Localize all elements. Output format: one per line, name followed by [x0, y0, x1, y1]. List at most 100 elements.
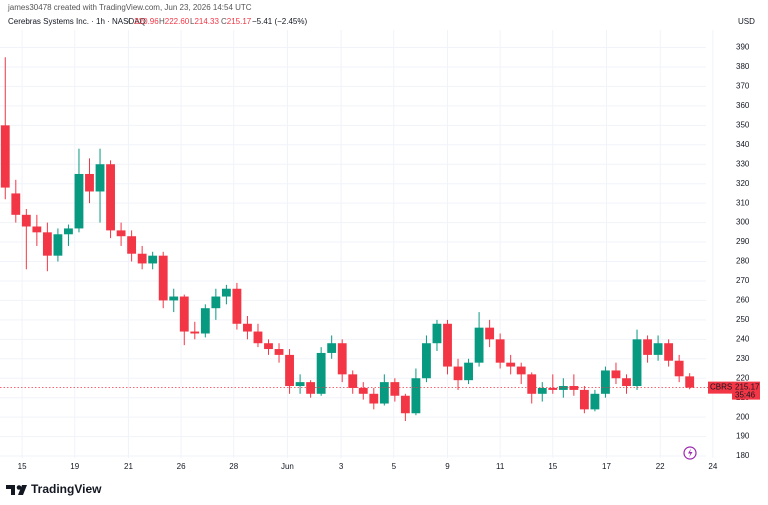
- candle-body: [685, 376, 695, 388]
- brand-logo: TradingView: [6, 482, 102, 496]
- ohlc-value: 220.96: [134, 17, 159, 26]
- price-tag-bg: [732, 381, 760, 400]
- price-tag: 215.17: [735, 383, 760, 392]
- candle-body: [379, 382, 389, 404]
- y-tick-label: 230: [736, 354, 750, 363]
- ohlc-value: 214.33: [194, 17, 219, 26]
- candle-body: [221, 288, 231, 297]
- countdown: 35:46: [735, 391, 756, 400]
- x-tick-label: Jun: [281, 462, 294, 471]
- candle-body: [527, 374, 537, 394]
- candle-body: [664, 343, 674, 361]
- x-tick-label: 26: [177, 462, 186, 471]
- candle-body: [158, 255, 168, 301]
- candle-body: [148, 255, 158, 264]
- ohlc-key: H: [159, 17, 165, 26]
- ohlc-value: 222.60: [165, 17, 190, 26]
- y-tick-label: 240: [736, 334, 750, 343]
- y-tick-label: 250: [736, 315, 750, 324]
- y-tick-label: 330: [736, 159, 750, 168]
- y-tick-label: 340: [736, 140, 750, 149]
- y-tick-label: 370: [736, 82, 750, 91]
- candle-body: [179, 296, 189, 332]
- y-tick-label: 270: [736, 276, 750, 285]
- candle-body: [601, 370, 610, 394]
- y-tick-label: 360: [736, 101, 750, 110]
- candle-body: [306, 382, 316, 394]
- x-tick-label: 17: [602, 462, 611, 471]
- candle-body: [264, 343, 273, 350]
- candle-body: [432, 323, 442, 344]
- candle-body: [590, 393, 600, 410]
- candle-body: [127, 236, 137, 254]
- candle-body: [537, 387, 547, 394]
- candle-body: [674, 360, 684, 377]
- candle-body: [106, 164, 115, 231]
- candle-body: [453, 366, 463, 381]
- candle-body: [622, 378, 631, 387]
- ohlc-key: L: [190, 17, 195, 26]
- x-tick-label: 28: [229, 462, 238, 471]
- candle-body: [169, 296, 179, 301]
- x-tick-label: 22: [656, 462, 665, 471]
- ohlc-item: H222.60: [159, 17, 190, 26]
- symbol-tag-bg: [708, 381, 732, 394]
- candle-body: [190, 331, 200, 334]
- candle-body: [495, 339, 505, 363]
- candle-body: [358, 387, 368, 394]
- candle-body: [411, 378, 421, 414]
- candle-body: [285, 354, 294, 387]
- x-tick-label: 21: [124, 462, 133, 471]
- y-tick-label: 200: [736, 412, 750, 421]
- candle-body: [53, 234, 63, 256]
- candle-body: [348, 374, 358, 388]
- candle-body: [611, 370, 621, 379]
- candle-body: [558, 386, 568, 390]
- candle-body: [548, 387, 558, 390]
- candle-body: [316, 352, 326, 394]
- candle-body: [64, 228, 73, 235]
- candle-body: [32, 226, 42, 233]
- candle-body: [253, 331, 263, 344]
- y-tick-label: 190: [736, 432, 750, 441]
- candle-body: [369, 393, 379, 404]
- candle-body: [506, 362, 516, 367]
- candle-body: [295, 382, 305, 387]
- y-tick-label: 280: [736, 257, 750, 266]
- ohlc-key: O: [128, 17, 134, 26]
- candle-body: [653, 343, 663, 355]
- candle-body: [464, 362, 473, 381]
- brand-name: TradingView: [31, 482, 102, 496]
- y-tick-label: 300: [736, 218, 750, 227]
- candle-body: [485, 327, 495, 340]
- change: −5.41 (−2.45%): [252, 17, 307, 26]
- candle-body: [74, 173, 84, 229]
- ohlc-item: L214.33: [190, 17, 219, 26]
- ohlc-legend: O220.96 H222.60 L214.33 C215.17 −5.41 (−2.45…: [128, 17, 307, 26]
- y-tick-label: 310: [736, 198, 750, 207]
- ohlc-value: 215.17: [227, 17, 252, 26]
- y-tick-label: 390: [736, 43, 750, 52]
- candle-body: [422, 343, 431, 379]
- candle-body: [243, 323, 252, 332]
- candle-body: [11, 193, 21, 215]
- candle-body: [232, 288, 242, 324]
- candle-body: [85, 173, 94, 192]
- candle-body: [137, 253, 147, 264]
- candle-body: [42, 232, 52, 256]
- x-tick-label: 9: [445, 462, 450, 471]
- y-tick-label: 290: [736, 237, 750, 246]
- candle-body: [116, 230, 126, 237]
- candle-body: [579, 389, 589, 410]
- ohlc-item: O220.96: [128, 17, 159, 26]
- candle-body: [21, 214, 31, 227]
- candle-body: [474, 327, 484, 363]
- candle-body: [274, 349, 284, 355]
- candle-body: [632, 339, 642, 387]
- symbol-tag: CBRS: [710, 383, 732, 392]
- x-tick-label: 15: [548, 462, 557, 471]
- y-tick-label: 350: [736, 120, 750, 129]
